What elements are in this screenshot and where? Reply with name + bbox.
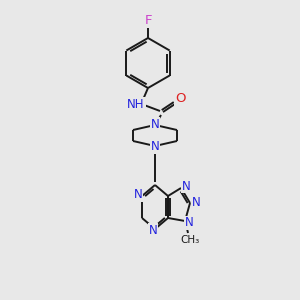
Text: N: N — [151, 140, 159, 154]
Text: NH: NH — [127, 98, 145, 110]
Text: F: F — [144, 14, 152, 26]
Text: N: N — [192, 196, 200, 209]
Text: N: N — [134, 188, 142, 202]
Text: CH₃: CH₃ — [180, 235, 200, 245]
Text: N: N — [151, 118, 159, 130]
Text: O: O — [175, 92, 185, 106]
Text: N: N — [182, 179, 190, 193]
Text: N: N — [148, 224, 158, 236]
Text: N: N — [184, 217, 194, 230]
